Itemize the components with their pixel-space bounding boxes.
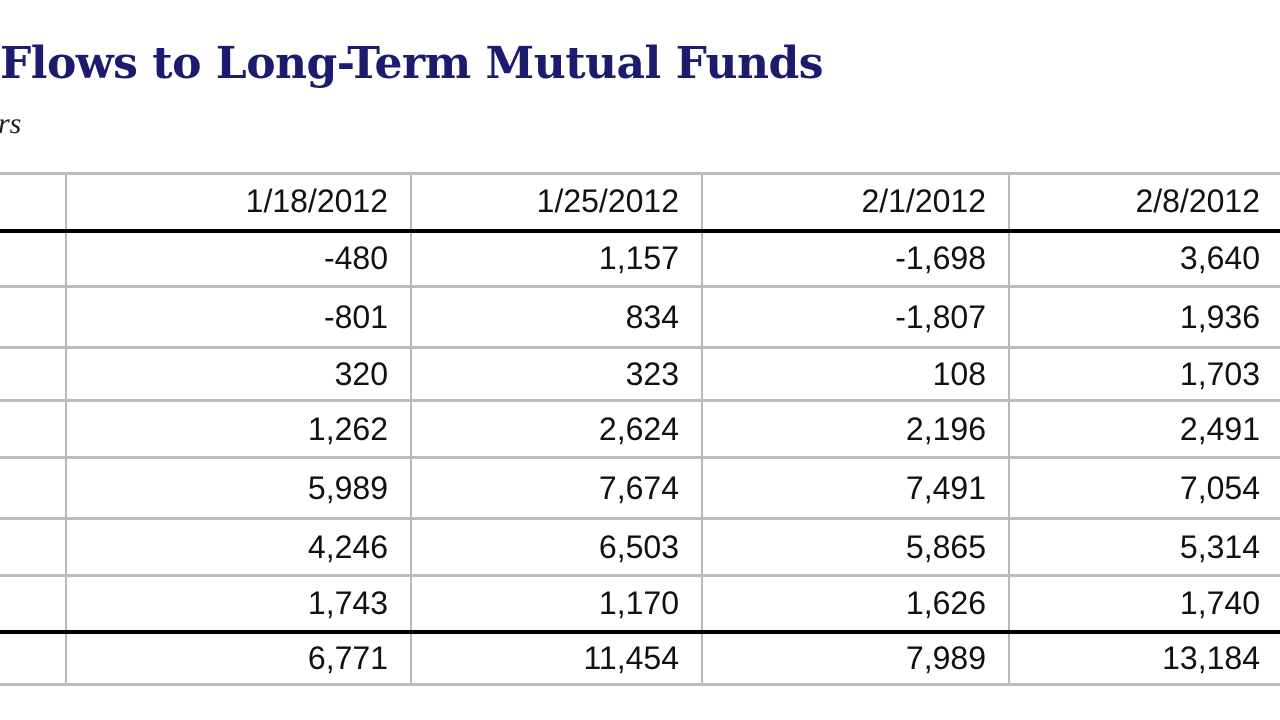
cell: -1,698 (701, 230, 1009, 287)
cell: 2,196 (701, 400, 1009, 458)
cell: 4,246 (65, 518, 411, 576)
table-row: 1,743 1,170 1,626 1,740 (0, 575, 1280, 632)
cell: -801 (65, 286, 411, 348)
page-title: Flows to Long-Term Mutual Funds (0, 38, 824, 89)
row-label (0, 519, 66, 576)
cell: 1,626 (701, 575, 1009, 632)
total-cell: 13,184 (1008, 631, 1280, 685)
table-row: 4,246 6,503 5,865 5,314 (0, 518, 1280, 576)
cell: 3,640 (1008, 230, 1280, 287)
cell: 1,262 (65, 400, 411, 458)
page-subtitle: rs (0, 107, 22, 140)
cell: 6,503 (410, 518, 702, 576)
row-label (0, 348, 66, 401)
row-label (0, 287, 66, 348)
cell: 5,989 (65, 457, 411, 519)
table-row: 320 323 108 1,703 (0, 347, 1280, 401)
cell: 1,743 (65, 575, 411, 632)
cell: -480 (65, 230, 411, 287)
total-cell: 6,771 (65, 631, 411, 685)
column-header-1-25-2012: 1/25/2012 (410, 173, 702, 231)
column-header-1-18-2012: 1/18/2012 (65, 173, 411, 231)
row-label (0, 231, 66, 287)
cell: 5,865 (701, 518, 1009, 576)
row-label-header (0, 174, 66, 231)
cell: 1,157 (410, 230, 702, 287)
cell: 5,314 (1008, 518, 1280, 576)
cell: 2,624 (410, 400, 702, 458)
cell: 320 (65, 347, 411, 401)
table-row: 5,989 7,674 7,491 7,054 (0, 457, 1280, 519)
cell: 7,674 (410, 457, 702, 519)
cell: 108 (701, 347, 1009, 401)
cell: 323 (410, 347, 702, 401)
total-cell: 11,454 (410, 631, 702, 685)
cell: 1,170 (410, 575, 702, 632)
total-cell: 7,989 (701, 631, 1009, 685)
flows-table: 1/18/2012 1/25/2012 2/1/2012 2/8/2012 -4… (0, 172, 1280, 686)
column-header-2-1-2012: 2/1/2012 (701, 173, 1009, 231)
table-row: -801 834 -1,807 1,936 (0, 286, 1280, 348)
cell: 7,054 (1008, 457, 1280, 519)
cell: 2,491 (1008, 400, 1280, 458)
cell: 1,703 (1008, 347, 1280, 401)
row-label (0, 458, 66, 519)
cell: 1,740 (1008, 575, 1280, 632)
total-label (0, 632, 66, 685)
table-row: 1,262 2,624 2,196 2,491 (0, 400, 1280, 458)
cell: 1,936 (1008, 286, 1280, 348)
cell: 7,491 (701, 457, 1009, 519)
total-row: 6,771 11,454 7,989 13,184 (0, 631, 1280, 685)
row-label (0, 401, 66, 458)
table-row: -480 1,157 -1,698 3,640 (0, 230, 1280, 287)
cell: 834 (410, 286, 702, 348)
cell: -1,807 (701, 286, 1009, 348)
column-header-2-8-2012: 2/8/2012 (1008, 173, 1280, 231)
row-label (0, 576, 66, 632)
header-row: 1/18/2012 1/25/2012 2/1/2012 2/8/2012 (0, 173, 1280, 231)
